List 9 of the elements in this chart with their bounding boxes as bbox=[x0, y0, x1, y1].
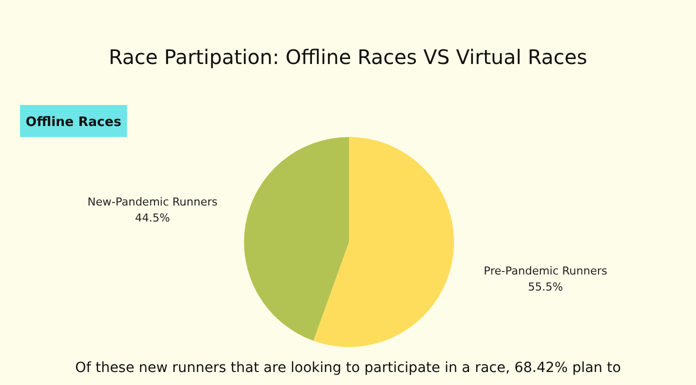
text: Of these new runners that are looking to participate in a race, 68.42% plan to bbox=[75, 360, 621, 376]
data-label: 55.5% bbox=[528, 280, 564, 294]
slice-label: New-Pandemic Runners bbox=[87, 196, 218, 209]
pie-slice bbox=[313, 137, 454, 347]
pie-slice bbox=[244, 137, 349, 341]
chart-subtitle: Offline Races bbox=[26, 115, 122, 130]
slice-label: Pre-Pandemic Runners bbox=[484, 264, 608, 278]
data-label: 44.5% bbox=[134, 212, 170, 225]
chart-title: Race Partipation: Offline Races VS Virtual Races bbox=[108, 45, 588, 69]
